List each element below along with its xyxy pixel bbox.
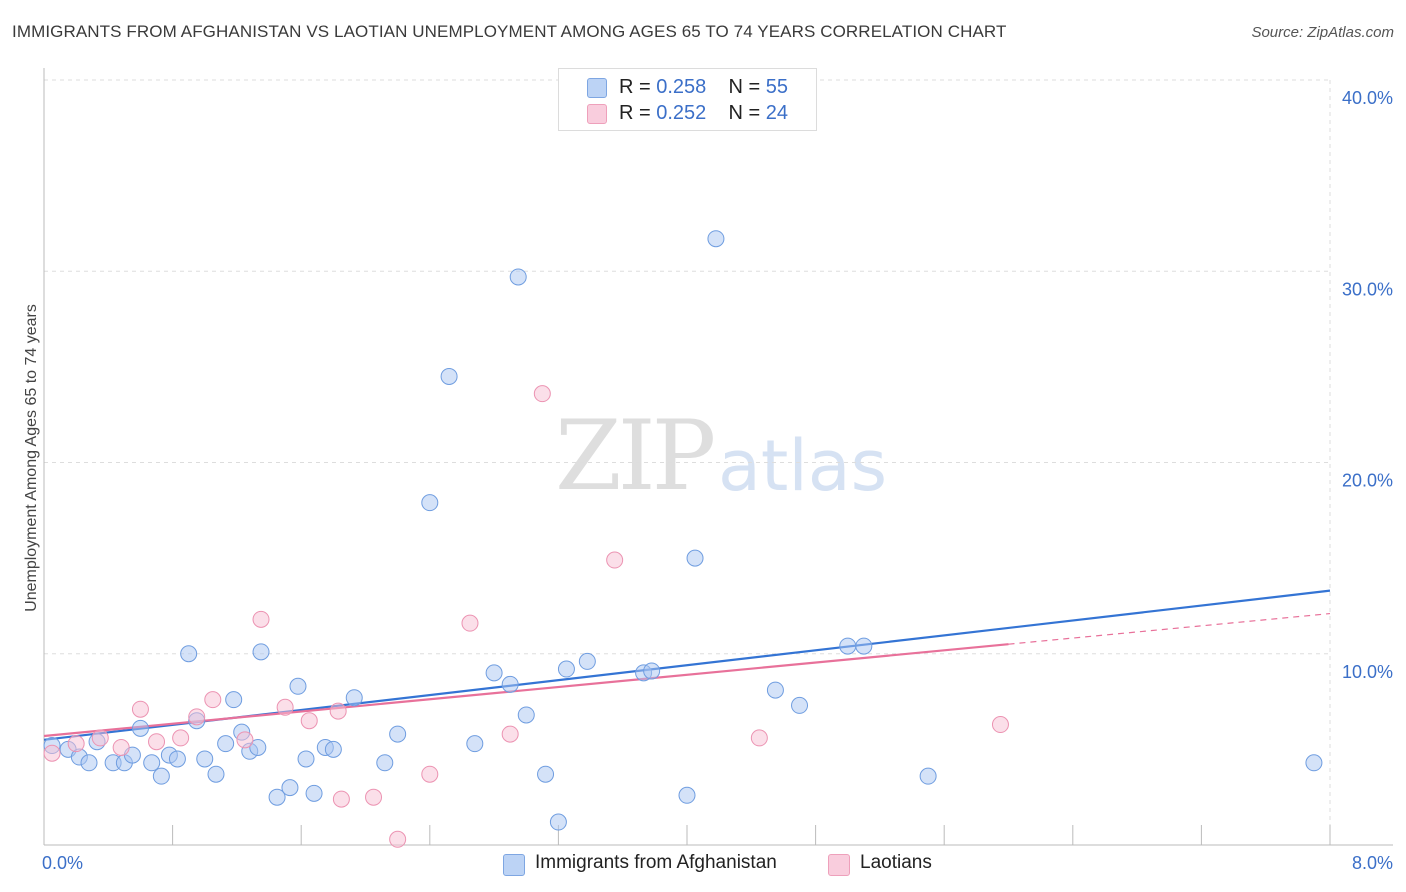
- point-afghan: [678, 786, 696, 804]
- point-afghan: [345, 689, 363, 707]
- point-afghan: [131, 719, 149, 737]
- point-laotian: [148, 733, 166, 751]
- y-tick-label: 20.0%: [1342, 471, 1393, 491]
- point-laotian: [365, 788, 383, 806]
- point-afghan: [501, 675, 519, 693]
- watermark-atlas: atlas: [718, 425, 888, 507]
- point-afghan: [143, 754, 161, 772]
- point-afghan: [855, 637, 873, 655]
- point-laotian: [389, 830, 407, 848]
- point-afghan: [549, 813, 567, 831]
- bottom-legend-swatch-laotians: [828, 854, 850, 876]
- bottom-legend-label: Immigrants from Afghanistan: [535, 852, 777, 873]
- point-laotian: [533, 385, 551, 403]
- point-laotian: [329, 702, 347, 720]
- point-afghan: [839, 637, 857, 655]
- point-afghan: [537, 765, 555, 783]
- point-afghan: [249, 738, 267, 756]
- tick-labels: 10.0% 20.0% 30.0% 40.0% 0.0% 8.0%: [42, 88, 1393, 873]
- point-laotian: [172, 729, 190, 747]
- point-laotian: [112, 738, 130, 756]
- watermark-zip: ZIP: [555, 400, 716, 512]
- y-tick-label: 30.0%: [1342, 279, 1393, 299]
- point-afghan: [791, 696, 809, 714]
- bottom-legend-swatch-afghanistan: [503, 854, 525, 876]
- point-afghan: [421, 494, 439, 512]
- point-laotian: [67, 735, 85, 753]
- y-axis-label: Unemployment Among Ages 65 to 74 years: [23, 304, 40, 612]
- point-afghan: [217, 735, 235, 753]
- point-afghan: [196, 750, 214, 768]
- point-afghan: [485, 664, 503, 682]
- point-afghan: [268, 788, 286, 806]
- legend-n-value: 24: [765, 102, 789, 124]
- data-points: [43, 230, 1323, 848]
- point-laotian: [236, 731, 254, 749]
- point-afghan: [389, 725, 407, 743]
- legend-n-label: N =: [728, 102, 766, 124]
- trend-line-extension-laotian: [1008, 612, 1331, 645]
- legend-swatch-laotians: [587, 104, 607, 124]
- point-afghan: [297, 750, 315, 768]
- legend-swatch-afghanistan: [587, 78, 607, 98]
- point-afghan: [686, 549, 704, 567]
- point-afghan: [305, 784, 323, 802]
- point-afghan: [80, 754, 98, 772]
- point-laotian: [204, 691, 222, 709]
- point-laotian: [91, 729, 109, 747]
- point-afghan: [440, 367, 458, 385]
- point-laotian: [43, 744, 61, 762]
- point-afghan: [578, 652, 596, 670]
- point-afghan: [707, 230, 725, 248]
- point-laotian: [501, 725, 519, 743]
- point-laotian: [131, 700, 149, 718]
- point-laotian: [606, 551, 624, 569]
- legend-r-label: R =: [619, 76, 657, 98]
- point-laotian: [421, 765, 439, 783]
- point-laotian: [750, 729, 768, 747]
- point-laotian: [300, 712, 318, 730]
- x-tick-label: 8.0%: [1352, 853, 1393, 873]
- point-afghan: [517, 706, 535, 724]
- point-laotian: [461, 614, 479, 632]
- y-tick-label: 10.0%: [1342, 662, 1393, 682]
- point-afghan: [168, 750, 186, 768]
- point-afghan: [376, 754, 394, 772]
- point-afghan: [466, 735, 484, 753]
- point-afghan: [289, 677, 307, 695]
- point-afghan: [152, 767, 170, 785]
- point-afghan: [919, 767, 937, 785]
- point-afghan: [643, 662, 661, 680]
- legend-n-label: N =: [728, 76, 766, 98]
- point-afghan: [766, 681, 784, 699]
- point-laotian: [276, 698, 294, 716]
- point-laotian: [332, 790, 350, 808]
- point-afghan: [557, 660, 575, 678]
- point-laotian: [252, 610, 270, 628]
- axes: [43, 68, 1393, 846]
- legend-r-label: R =: [619, 102, 657, 124]
- source-credit: Source: ZipAtlas.com: [1251, 24, 1394, 41]
- legend-r-value: 0.252: [656, 102, 707, 124]
- point-laotian: [991, 716, 1009, 734]
- point-afghan: [225, 691, 243, 709]
- point-afghan: [207, 765, 225, 783]
- legend-n-value: 55: [765, 76, 789, 98]
- bottom-legend-label: Laotians: [860, 852, 932, 873]
- point-afghan: [281, 779, 299, 797]
- point-laotian: [188, 708, 206, 726]
- y-tick-label: 40.0%: [1342, 88, 1393, 108]
- trend-lines: [43, 589, 1331, 741]
- correlation-legend: R = 0.258 N = 55 R = 0.252 N = 24: [558, 68, 817, 131]
- legend-r-value: 0.258: [656, 76, 707, 98]
- point-afghan: [509, 268, 527, 286]
- point-afghan: [180, 645, 198, 663]
- x-tick-label: 0.0%: [42, 853, 83, 873]
- point-afghan: [252, 643, 270, 661]
- point-afghan: [1305, 754, 1323, 772]
- chart-title: IMMIGRANTS FROM AFGHANISTAN VS LAOTIAN U…: [12, 22, 1007, 41]
- point-afghan: [324, 740, 342, 758]
